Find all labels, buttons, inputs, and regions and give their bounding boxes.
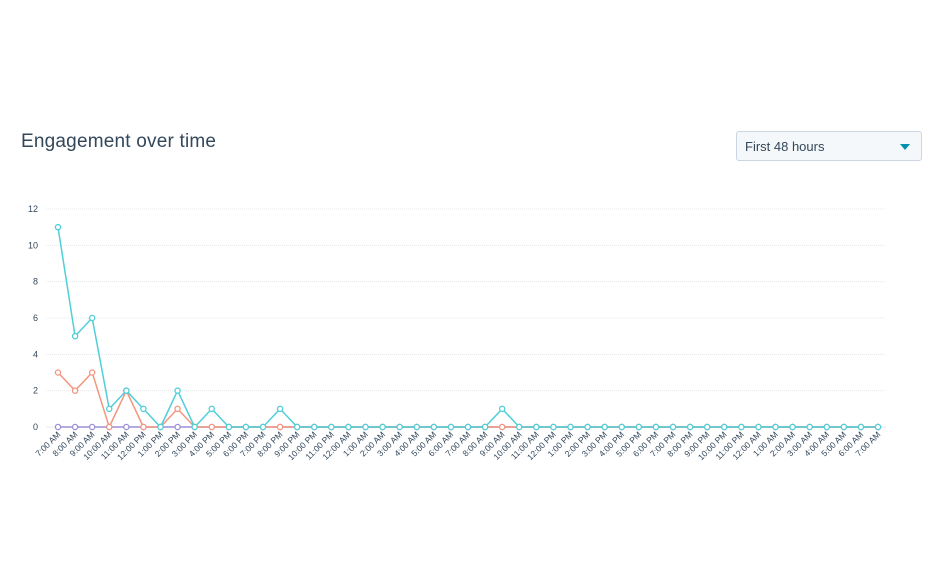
time-range-dropdown[interactable]: First 48 hours — [736, 131, 922, 161]
series-2-point — [310, 423, 318, 431]
series-2-point — [686, 423, 694, 431]
series-1-point — [54, 369, 62, 376]
y-tick-label: 10 — [28, 240, 38, 250]
series-2-point — [293, 423, 301, 431]
series-2-point — [772, 423, 779, 431]
series-0-point — [123, 423, 130, 431]
series-2-point — [447, 423, 455, 431]
series-2-point — [174, 387, 181, 394]
time-range-label: First 48 hours — [745, 139, 825, 154]
y-tick-label: 4 — [33, 349, 38, 359]
y-tick-label: 6 — [33, 313, 38, 323]
series-2-point — [738, 423, 745, 431]
series-2-point — [652, 423, 660, 431]
y-tick-label: 0 — [33, 422, 38, 432]
series-2-point — [533, 423, 540, 431]
series-2-point — [71, 332, 79, 340]
page-title: Engagement over time — [21, 131, 217, 152]
series-2-point — [379, 423, 386, 431]
y-tick-label: 12 — [28, 204, 38, 214]
series-1-point — [88, 369, 96, 376]
series-2-point — [430, 423, 438, 431]
series-1-point — [71, 387, 79, 394]
series-2-point — [755, 423, 762, 431]
series-2-point — [345, 423, 352, 431]
series-2-point — [140, 405, 147, 413]
series-1-point — [174, 405, 181, 413]
series-1-point — [140, 423, 147, 431]
series-2-point — [789, 423, 796, 431]
series-2-point — [806, 423, 813, 431]
series-0-point — [71, 423, 79, 431]
series-2-point — [550, 423, 557, 431]
series-2-point — [840, 423, 848, 431]
series-line-2 — [57, 227, 878, 428]
series-2-point — [191, 423, 198, 431]
series-2-point — [601, 423, 608, 431]
series-1-point — [208, 423, 215, 431]
series-2-point — [669, 423, 677, 431]
series-2-point — [225, 423, 233, 431]
series-2-point — [328, 423, 335, 431]
y-tick-label: 2 — [33, 386, 38, 396]
chevron-down-icon — [900, 144, 910, 150]
series-1-point — [498, 423, 506, 431]
series-2-point — [516, 423, 523, 431]
series-2-point — [874, 423, 882, 431]
series-2-point — [396, 423, 403, 431]
series-2-point — [276, 405, 284, 413]
series-2-point — [618, 423, 626, 431]
series-2-point — [413, 423, 420, 431]
series-line-1 — [57, 371, 878, 428]
series-0-point — [174, 423, 181, 431]
series-0-point — [54, 423, 62, 431]
series-2-point — [498, 405, 506, 413]
series-2-point — [208, 405, 215, 413]
series-2-point — [157, 423, 164, 431]
y-tick-label: 8 — [33, 277, 38, 287]
series-2-point — [721, 423, 728, 431]
series-2-point — [242, 423, 250, 431]
series-2-point — [567, 423, 574, 431]
series-2-point — [259, 423, 267, 431]
series-2-point — [823, 423, 831, 431]
series-0-point — [88, 423, 96, 431]
series-2-point — [54, 223, 62, 231]
series-2-point — [88, 314, 96, 322]
series-2-point — [106, 405, 113, 413]
series-2-point — [857, 423, 865, 431]
series-2-point — [464, 423, 472, 431]
series-2-point — [635, 423, 643, 431]
series-2-point — [584, 423, 591, 431]
series-1-point — [276, 423, 284, 431]
series-2-point — [362, 423, 369, 431]
series-1-point — [106, 423, 113, 431]
series-2-point — [481, 423, 489, 431]
series-2-point — [123, 387, 130, 394]
series-2-point — [703, 423, 711, 431]
